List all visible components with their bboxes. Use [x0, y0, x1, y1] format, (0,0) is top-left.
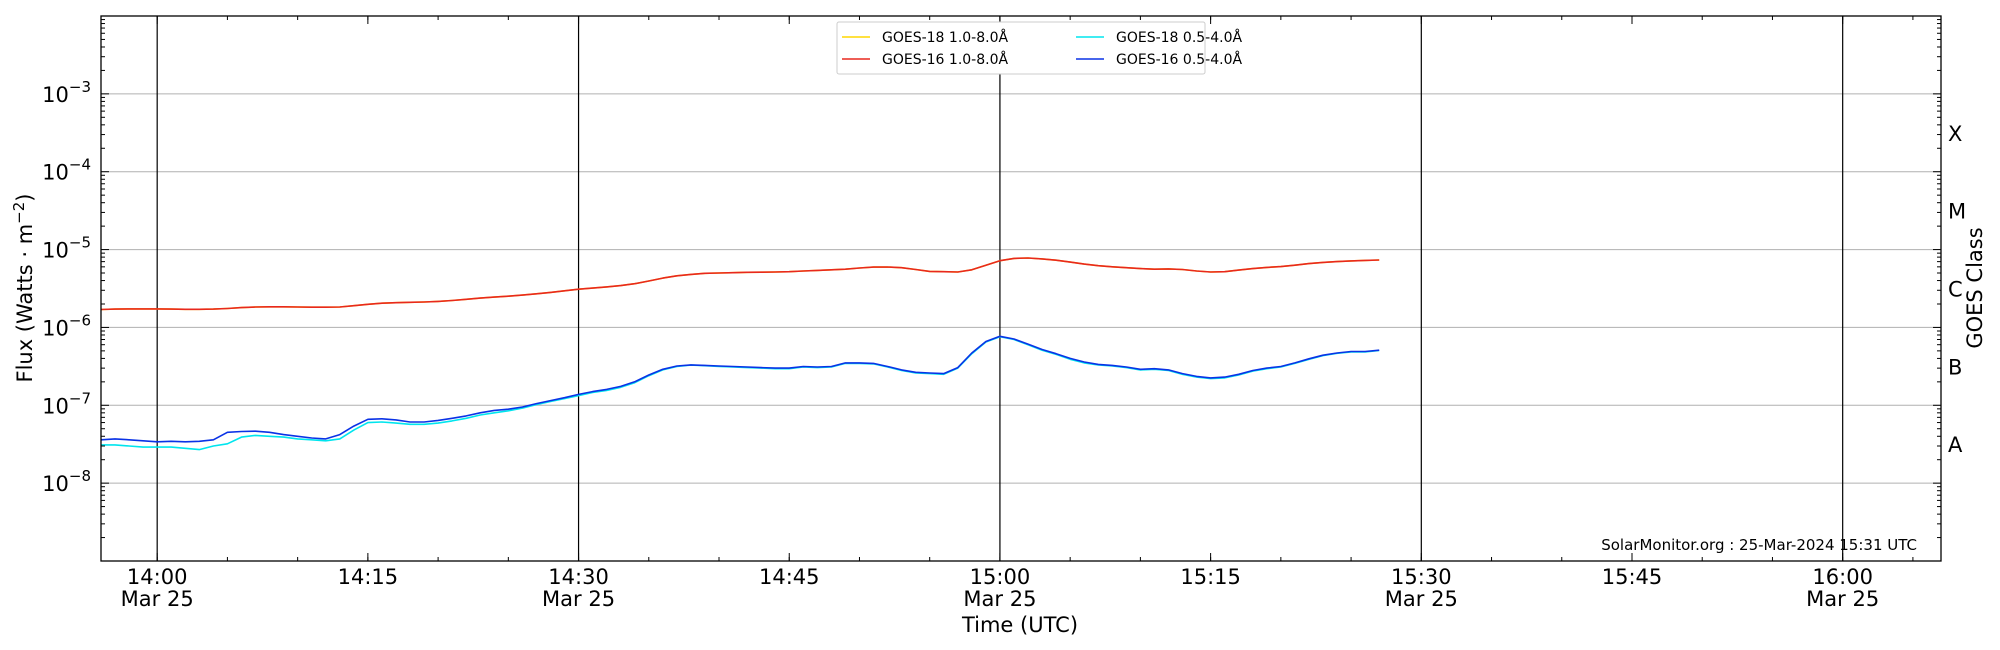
x-tick-label: 15:45 — [1602, 565, 1663, 589]
x-tick-label: 14:15 — [338, 565, 399, 589]
credit-text: SolarMonitor.org : 25-Mar-2024 15:31 UTC — [1601, 536, 1917, 554]
x-tick-label: 15:15 — [1180, 565, 1241, 589]
x-tick-label: 16:00 — [1812, 565, 1873, 589]
x-tick-label: 14:45 — [759, 565, 820, 589]
series-line — [101, 335, 1380, 451]
goes-class-label: C — [1948, 278, 1963, 302]
goes-class-labels: A B C M X — [1948, 122, 1966, 457]
goes-class-label: B — [1948, 355, 1962, 379]
x-tick-label: 15:30 — [1391, 565, 1452, 589]
axis-ticks — [101, 16, 1941, 562]
series-lines — [100, 257, 1380, 451]
x-tick-date-label: Mar 25 — [963, 587, 1036, 611]
right-axis-title: GOES Class — [1963, 227, 1987, 348]
x-tick-label: 15:00 — [970, 565, 1031, 589]
x-tick-date-label: Mar 25 — [1385, 587, 1458, 611]
series-line — [100, 257, 1380, 311]
x-tick-date-label: Mar 25 — [1806, 587, 1879, 611]
y-tick-labels: 10−8 10−7 10−6 10−5 10−4 10−3 — [42, 78, 91, 496]
legend-label: GOES-18 0.5-4.0Å — [1116, 29, 1242, 46]
legend-box — [836, 21, 1206, 75]
y-tick-label: 10−7 — [42, 389, 91, 418]
legend-label: GOES-16 1.0-8.0Å — [882, 51, 1008, 68]
series-line — [100, 257, 1380, 311]
goes-class-label: X — [1948, 122, 1962, 146]
day-vertical-lines — [156, 16, 1844, 561]
series-line — [100, 335, 1380, 443]
y-tick-label: 10−5 — [42, 234, 91, 263]
legend[interactable]: GOES-18 1.0-8.0Å GOES-16 1.0-8.0Å GOES-18 … — [836, 21, 1242, 75]
y-tick-label: 10−6 — [42, 311, 91, 340]
x-tick-date-label: Mar 25 — [542, 587, 615, 611]
x-tick-label: 14:30 — [548, 565, 609, 589]
horizontal-grid — [101, 93, 1941, 484]
x-tick-date-label: Mar 25 — [121, 587, 194, 611]
y-tick-label: 10−3 — [42, 78, 91, 107]
x-axis-title: Time (UTC) — [961, 613, 1078, 637]
y-axis-title: Flux (Watts · m−2) — [10, 193, 37, 382]
legend-label: GOES-18 1.0-8.0Å — [882, 29, 1008, 46]
y-tick-label: 10−4 — [42, 156, 91, 185]
goes-class-label: M — [1948, 200, 1966, 224]
goes-class-label: A — [1948, 433, 1963, 457]
legend-label: GOES-16 0.5-4.0Å — [1116, 51, 1242, 68]
plot-frame — [100, 15, 1942, 562]
x-tick-label: 14:00 — [127, 565, 188, 589]
y-tick-label: 10−8 — [42, 467, 91, 496]
